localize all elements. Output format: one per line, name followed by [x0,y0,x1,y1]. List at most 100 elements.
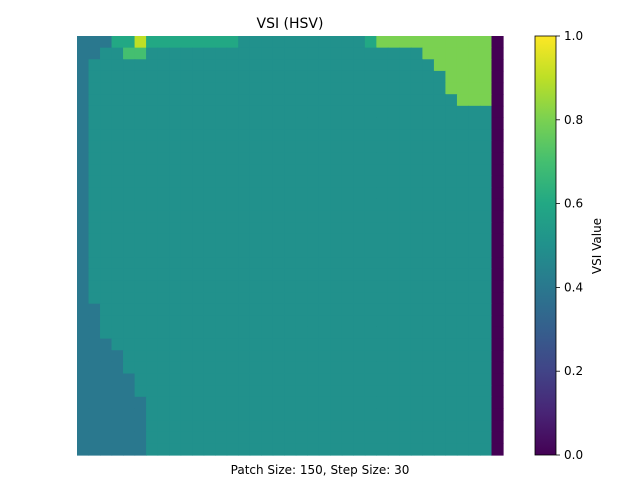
heatmap-cell [353,94,366,107]
heatmap-cell [422,326,435,340]
heatmap-cell [468,373,481,386]
heatmap-cell [479,129,493,142]
heatmap-cell [249,164,262,177]
heatmap-cell [376,187,389,200]
heatmap-cell [295,326,308,340]
heatmap-cell [422,140,435,153]
heatmap-cell [238,152,251,165]
heatmap-cell [295,164,308,177]
heatmap-cell [387,129,400,142]
heatmap-cell [215,105,228,119]
heatmap-cell [479,59,493,72]
heatmap-cell [203,175,216,188]
heatmap-cell [445,280,458,293]
heatmap-cell [399,222,412,235]
heatmap-cell [123,420,136,433]
heatmap-cell [157,198,170,212]
heatmap-cell [238,59,251,72]
heatmap-cell [88,361,101,375]
heatmap-cell [180,82,193,95]
heatmap-cell [169,257,182,270]
heatmap-cell [77,350,90,363]
heatmap-cell [456,94,470,107]
heatmap-cell [353,152,366,165]
heatmap-cell [272,361,285,375]
heatmap-cell [491,280,504,293]
heatmap-cell [410,47,423,60]
heatmap-cell [307,373,320,386]
heatmap-cell [364,280,377,293]
heatmap-cell [318,373,331,386]
heatmap-cell [341,373,354,386]
heatmap-cell [433,70,447,84]
heatmap-cell [203,315,216,328]
heatmap-cell [433,268,447,282]
heatmap-cell [146,105,159,119]
heatmap-cell [330,268,343,282]
heatmap-cell [479,443,493,456]
heatmap-cell [341,210,354,223]
heatmap-cell [422,408,435,421]
heatmap-cell [468,280,481,293]
heatmap-cell [456,373,470,386]
heatmap-cell [422,350,435,363]
heatmap-cell [180,408,193,421]
heatmap-cell [330,385,343,398]
heatmap-cell [456,431,470,444]
heatmap-cell [387,373,400,386]
heatmap-cell [123,338,136,351]
heatmap-cell [88,210,101,223]
heatmap-cell [146,338,159,351]
heatmap-cell [180,36,193,49]
heatmap-cell [410,175,423,188]
heatmap-cell [456,105,470,119]
heatmap-cell [123,210,136,223]
heatmap-cell [249,338,262,351]
heatmap-cell [134,338,147,351]
heatmap-cell [410,70,423,84]
heatmap-cell [433,105,447,119]
heatmap-cell [123,129,136,142]
heatmap-cell [215,233,228,247]
heatmap-cell [261,36,274,49]
heatmap-cell [249,198,262,212]
heatmap-cell [238,361,251,375]
heatmap-cell [123,303,136,316]
heatmap-cell [146,36,159,49]
heatmap-cell [134,36,147,49]
heatmap-cell [146,350,159,363]
heatmap-cell [111,303,124,316]
heatmap-cell [364,129,377,142]
heatmap-cell [399,303,412,316]
heatmap-cell [468,303,481,316]
heatmap-cell [433,36,447,49]
heatmap-cell [376,129,389,142]
heatmap-cell [261,408,274,421]
heatmap-cell [261,94,274,107]
heatmap-cell [307,361,320,375]
heatmap-cell [422,105,435,119]
heatmap-cell [215,408,228,421]
heatmap-cell [134,105,147,119]
heatmap-cell [192,129,205,142]
heatmap-cell [318,245,331,258]
heatmap-cell [479,361,493,375]
heatmap-cell [410,303,423,316]
heatmap-cell [284,350,297,363]
heatmap-cell [100,59,113,72]
heatmap-cell [134,175,147,188]
heatmap-cell [491,198,504,212]
heatmap-cell [192,326,205,340]
heatmap-cell [330,94,343,107]
heatmap-cell [445,233,458,247]
heatmap-cell [226,164,239,177]
heatmap-cell [180,94,193,107]
heatmap-cell [330,315,343,328]
heatmap-cell [180,431,193,444]
heatmap-cell [88,117,101,130]
heatmap-cell [318,233,331,247]
heatmap-cell [353,420,366,433]
heatmap-cell [387,443,400,456]
heatmap-cell [192,361,205,375]
heatmap-cell [100,233,113,247]
